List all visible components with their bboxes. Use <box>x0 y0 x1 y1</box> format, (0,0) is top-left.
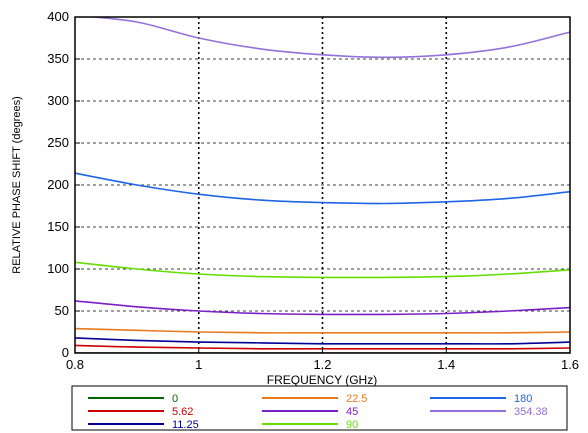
legend: 0 22.5 180 5.62 45 354.38 11.25 90 <box>88 393 548 431</box>
y-tick-label: 350 <box>47 51 69 66</box>
legend-label: 5.62 <box>172 406 193 418</box>
legend-label: 90 <box>346 419 358 431</box>
y-tick-label: 50 <box>55 303 69 318</box>
legend-label: 45 <box>346 406 358 418</box>
y-axis-title: RELATIVE PHASE SHIFT (degrees) <box>11 96 23 273</box>
y-tick-label: 150 <box>47 219 69 234</box>
legend-label: 11.25 <box>172 419 199 431</box>
x-axis-title: FREQUENCY (GHz) <box>267 373 377 387</box>
series-line-90 <box>75 261 570 279</box>
series-line-11-25 <box>75 337 570 345</box>
x-tick-label: 1 <box>195 357 202 372</box>
y-tick-label: 100 <box>47 261 69 276</box>
axis-ticks: 0 50 100 150 200 250 300 350 400 0.8 1 1.2 1.4 1.6 <box>47 9 579 372</box>
series-line-354-38 <box>85 17 570 59</box>
series-lines <box>75 17 570 353</box>
grid <box>75 17 570 353</box>
series-line-180 <box>75 172 570 205</box>
legend-label: 180 <box>514 393 532 405</box>
y-tick-label: 250 <box>47 135 69 150</box>
y-tick-label: 0 <box>62 345 69 360</box>
y-tick-label: 300 <box>47 93 69 108</box>
legend-label: 354.38 <box>514 406 548 418</box>
series-line-45 <box>75 300 570 316</box>
legend-label: 0 <box>172 393 178 405</box>
y-tick-label: 400 <box>47 9 69 24</box>
x-tick-label: 1.4 <box>437 357 455 372</box>
legend-label: 22.5 <box>346 393 367 405</box>
y-tick-label: 200 <box>47 177 69 192</box>
x-tick-label: 0.8 <box>66 357 84 372</box>
series-line-22-5 <box>75 327 570 334</box>
x-tick-label: 1.2 <box>313 357 331 372</box>
x-tick-label: 1.6 <box>561 357 579 372</box>
legend-box <box>71 385 568 431</box>
